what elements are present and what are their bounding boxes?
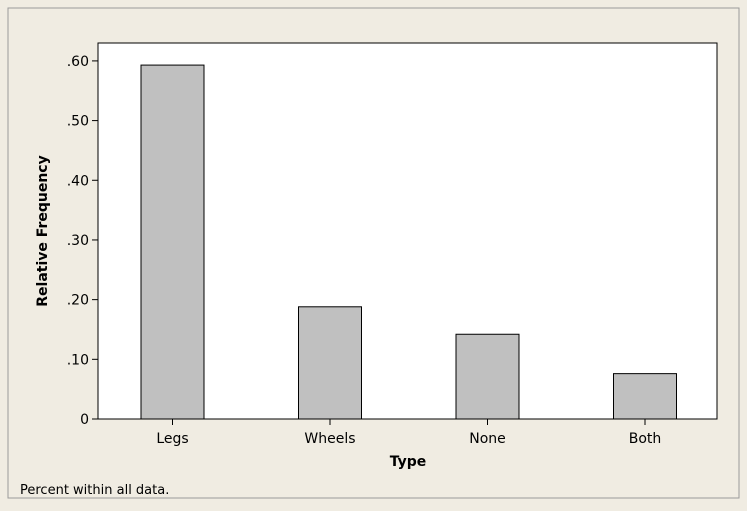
bar-wheels bbox=[298, 306, 362, 420]
y-tick-label: .50 bbox=[67, 114, 89, 130]
x-tick-label-none: None bbox=[469, 431, 506, 447]
footnote: Percent within all data. bbox=[20, 483, 169, 498]
y-tick-label: .20 bbox=[67, 293, 89, 309]
x-tick-label-both: Both bbox=[629, 431, 662, 447]
y-tick-label: .30 bbox=[67, 233, 89, 249]
y-tick-label: .40 bbox=[67, 173, 89, 189]
x-tick-label-legs: Legs bbox=[156, 431, 188, 447]
y-axis-title: Relative Frequency bbox=[35, 155, 51, 306]
x-axis-title: Type bbox=[390, 454, 427, 470]
bar-legs bbox=[140, 64, 205, 420]
y-tick-label: .10 bbox=[67, 352, 89, 368]
x-tick-label-wheels: Wheels bbox=[304, 431, 355, 447]
y-tick-label: .60 bbox=[67, 54, 89, 70]
y-axis: 0 .10 .20 .30 .40 .50 .60 bbox=[67, 54, 98, 428]
bar-both bbox=[613, 373, 677, 420]
x-axis: Legs Wheels None Both bbox=[156, 419, 661, 447]
y-tick-label: 0 bbox=[80, 412, 89, 428]
bars-group bbox=[140, 64, 677, 420]
bar-none bbox=[455, 333, 520, 420]
